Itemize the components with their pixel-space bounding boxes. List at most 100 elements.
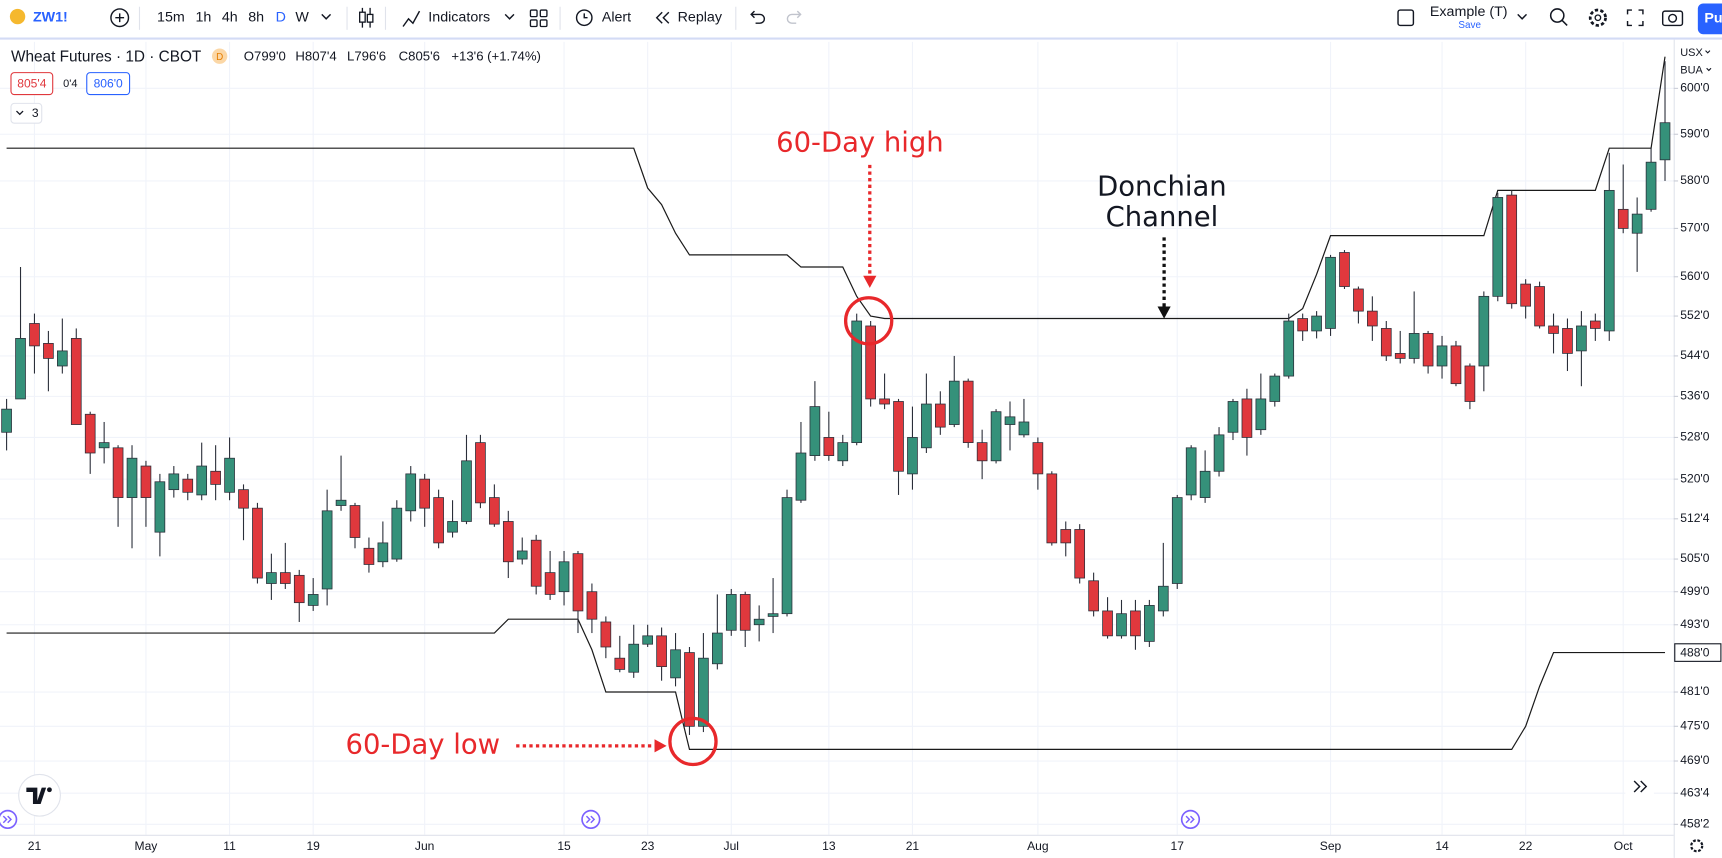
- interval[interactable]: 1h: [195, 9, 211, 25]
- candle-body: [29, 323, 40, 347]
- candle-body: [57, 350, 68, 367]
- y-tick-label: 600'0: [1680, 81, 1709, 95]
- buy-button[interactable]: [86, 72, 131, 96]
- snapshot-button[interactable]: [1661, 10, 1684, 27]
- interval[interactable]: 8h: [248, 9, 264, 25]
- bid-price[interactable]: 805'4: [17, 76, 46, 90]
- candle-body: [684, 652, 695, 727]
- fullscreen-button[interactable]: [1626, 9, 1644, 27]
- compare-icon: [115, 13, 125, 23]
- candle-body: [544, 572, 556, 595]
- candle-body: [210, 470, 221, 485]
- candle-body: [1297, 318, 1308, 332]
- candle-body: [238, 489, 249, 509]
- symbol-title: Wheat Futures · 1D · CBOT: [11, 48, 202, 65]
- x-tick-label: 11: [223, 839, 236, 853]
- y-tick-label: 499'0: [1680, 584, 1709, 598]
- candle-body: [43, 343, 54, 359]
- x-tick-label: 22: [1519, 839, 1533, 853]
- candle-body: [1144, 605, 1155, 642]
- candle-body: [405, 473, 417, 512]
- candle-body: [1492, 197, 1504, 297]
- indicators-count: 3: [32, 106, 39, 120]
- badge-area: [1675, 44, 1722, 82]
- candle-body: [224, 457, 235, 493]
- candle-body: [363, 547, 375, 565]
- axis-badge-menu[interactable]: [1706, 67, 1712, 72]
- symbol[interactable]: ZW1!: [33, 9, 68, 25]
- candle-body: [837, 442, 849, 462]
- redo-button[interactable]: [786, 10, 802, 24]
- candle-body: [293, 574, 305, 604]
- candle-body: [1311, 315, 1322, 332]
- ohlc-change: +13'6 (+1.74%): [451, 49, 541, 64]
- candle-body: [1450, 345, 1462, 385]
- save-label[interactable]: Save: [1458, 20, 1481, 31]
- annotation-channel: Donchian: [1097, 171, 1227, 202]
- undo-button[interactable]: [750, 10, 766, 24]
- search-button[interactable]: [1549, 8, 1565, 23]
- candle-body: [1046, 473, 1058, 544]
- candle-body: [98, 442, 110, 449]
- y-tick-label: 560'0: [1680, 269, 1709, 283]
- highlight-circle: [843, 296, 894, 346]
- interval[interactable]: 15m: [157, 9, 185, 25]
- symbol-icon[interactable]: [9, 8, 26, 25]
- indicators-button[interactable]: Indicators: [428, 9, 490, 25]
- x-tick-label: 17: [1171, 839, 1185, 853]
- indicators-menu[interactable]: [504, 13, 515, 20]
- event-icon[interactable]: [581, 809, 601, 830]
- replay-icon[interactable]: [655, 11, 670, 24]
- interval[interactable]: 4h: [222, 9, 238, 25]
- interval[interactable]: W: [295, 9, 309, 25]
- candle-body: [1576, 325, 1587, 352]
- y-tick-label: 463'4: [1680, 785, 1709, 799]
- candle-body: [962, 380, 974, 444]
- candle-body: [516, 550, 528, 560]
- axis-badge[interactable]: BUA: [1680, 64, 1703, 76]
- axis-badge[interactable]: USX: [1680, 47, 1703, 59]
- publish-button[interactable]: [1697, 3, 1722, 35]
- event-icon[interactable]: [1180, 809, 1201, 830]
- layouts-icon[interactable]: [529, 9, 548, 28]
- layout-menu[interactable]: [1517, 13, 1528, 20]
- compare-button[interactable]: [110, 8, 130, 28]
- layout-checkbox[interactable]: [1397, 9, 1415, 27]
- event-icons: [0, 809, 1201, 830]
- ask-price[interactable]: 806'0: [94, 76, 123, 90]
- candle-body: [893, 401, 904, 472]
- layout-name[interactable]: Example (T): [1430, 4, 1508, 20]
- annotation-high: 60-Day high: [776, 128, 944, 159]
- candle-body: [1171, 497, 1183, 584]
- replay-button[interactable]: Replay: [678, 9, 723, 25]
- candle-body: [1227, 401, 1239, 433]
- interval-menu[interactable]: [321, 13, 332, 20]
- candle-body: [934, 403, 946, 428]
- price-label-box: [1674, 643, 1722, 662]
- event-icon[interactable]: [0, 809, 18, 830]
- x-tick-label: 15: [557, 839, 571, 853]
- y-tick-label: 552'0: [1680, 308, 1709, 322]
- alert-button[interactable]: Alert: [602, 9, 631, 25]
- candle-body: [1394, 353, 1406, 359]
- axis-badge-menu[interactable]: [1705, 50, 1711, 54]
- candle-body: [725, 594, 737, 631]
- y-tick-label: 580'0: [1680, 173, 1709, 187]
- settings-button[interactable]: [1588, 8, 1607, 27]
- candle-body: [572, 553, 584, 612]
- indicators-toggle[interactable]: [10, 102, 43, 124]
- alert-icon[interactable]: [575, 9, 593, 27]
- candle-body: [879, 398, 890, 405]
- channel-line: [6, 618, 1666, 751]
- candle-body: [600, 621, 612, 648]
- axis-settings[interactable]: [1690, 839, 1704, 853]
- sell-button[interactable]: [10, 72, 54, 96]
- candle-body: [948, 380, 960, 425]
- candle-body: [307, 594, 319, 606]
- candle-body: [670, 649, 681, 679]
- candle-body: [419, 478, 431, 509]
- price-axis-bg: [1673, 41, 1722, 835]
- interval-active[interactable]: D: [276, 9, 286, 25]
- indicators-icon[interactable]: [402, 10, 421, 27]
- publish-label[interactable]: Pu: [1704, 11, 1722, 27]
